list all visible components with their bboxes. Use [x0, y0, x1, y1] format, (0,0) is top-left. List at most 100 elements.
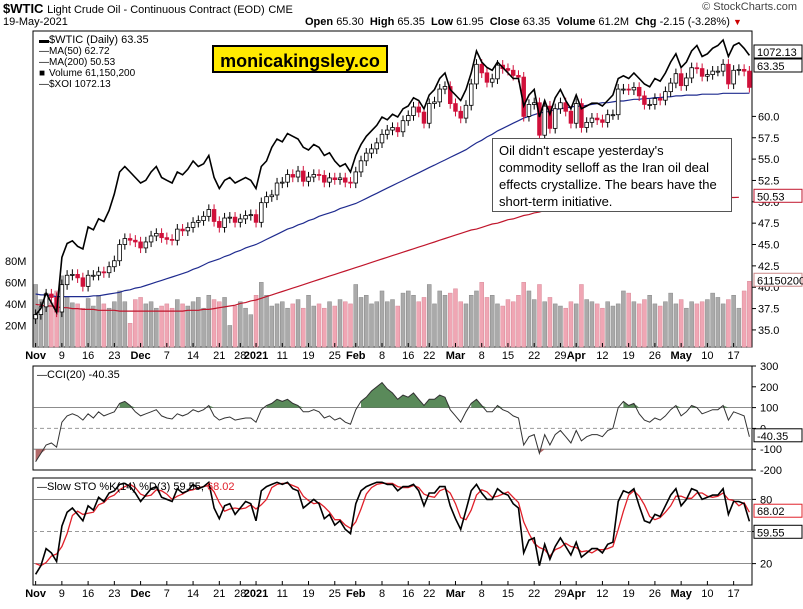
candle-body: [715, 70, 721, 73]
price-x-tick-label: 25: [329, 350, 341, 362]
candle-body: [133, 239, 138, 243]
candle-body: [489, 78, 495, 83]
candle-body: [516, 75, 521, 78]
volume-bar: [259, 282, 264, 348]
volume-bar: [285, 307, 290, 348]
volume-bar: [489, 295, 495, 348]
volume-bar: [484, 297, 490, 348]
volume-bar: [621, 290, 626, 348]
volume-tick-label: 80M: [5, 256, 26, 268]
candle-body: [463, 104, 469, 119]
candle-body: [731, 69, 736, 85]
volume-bar: [206, 295, 212, 348]
candle-body: [568, 110, 574, 124]
sto-title: Slow STO %K(14) %D(3) 59.55, 68.02: [47, 481, 235, 493]
candle-body: [726, 63, 731, 85]
cci-title: CCI(20) -40.35: [47, 369, 120, 381]
volume-bar: [311, 305, 317, 348]
cci-tick-label: 200: [760, 382, 778, 394]
volume-bar: [133, 299, 138, 348]
high-value: 65.35: [397, 16, 425, 28]
candle-body: [427, 103, 432, 124]
volume-bar: [80, 307, 86, 348]
candle-body: [552, 108, 558, 129]
candle-body: [610, 114, 616, 117]
instrument-name: Light Crude Oil - Continuous Contract (E…: [47, 4, 265, 16]
sto-x-tick-label: 16: [82, 588, 94, 600]
candle-body: [206, 209, 212, 217]
volume-bar: [495, 303, 500, 348]
sto-x-tick-label: 22: [423, 588, 435, 600]
candle-body: [253, 214, 259, 223]
cci-last-label-box: [753, 428, 803, 443]
candle-body: [510, 69, 516, 76]
candle-body: [395, 127, 400, 133]
candle-body: [421, 111, 427, 124]
volume-bar: [138, 297, 143, 348]
cci-last-label: -40.35: [757, 431, 788, 443]
candle-body: [159, 233, 164, 239]
sto-x-tick-label: 23: [108, 588, 120, 600]
price-tick-label: 57.5: [758, 133, 779, 145]
volume-bar: [211, 299, 217, 348]
price-x-tick-label: 26: [649, 350, 661, 362]
candle-body: [290, 174, 296, 178]
candle-body: [59, 284, 65, 313]
price-x-tick-label: Nov: [25, 350, 47, 362]
cci-panel-frame: [32, 365, 753, 471]
volume-bar: [705, 299, 710, 348]
candle-body: [154, 233, 159, 237]
volume-bar: [636, 303, 642, 348]
candle-body: [148, 235, 154, 243]
volume-bar: [531, 299, 537, 348]
volume-bar: [547, 297, 553, 348]
price-x-tick-label: 16: [402, 350, 414, 362]
sto-x-tick-label: 8: [379, 588, 385, 600]
volume-bar: [369, 303, 374, 348]
volume-bar: [720, 303, 726, 348]
volume-bar: [678, 299, 684, 348]
candle-body: [720, 63, 726, 72]
candle-body: [238, 218, 243, 223]
volume-bar: [175, 299, 180, 348]
candle-body: [631, 86, 637, 91]
brand-logo[interactable]: © StockCharts.com: [702, 1, 797, 13]
volume-bar: [379, 290, 385, 348]
candle-body: [657, 98, 663, 101]
volume-bar: [38, 299, 44, 348]
volume-bar: [573, 303, 579, 348]
price-x-tick-label: 22: [423, 350, 435, 362]
volume-bar: [243, 307, 248, 348]
candle-body: [64, 274, 70, 286]
sto-x-tick-label: 8: [479, 588, 485, 600]
volume-bar: [699, 301, 705, 348]
ma50-line: [35, 92, 750, 298]
candle-body: [447, 86, 453, 104]
high-label: High: [369, 16, 395, 28]
price-x-tick-label: 15: [502, 350, 514, 362]
volume-bar: [694, 303, 700, 348]
candle-body: [85, 274, 91, 287]
legend-swatch-ma200: —: [39, 57, 49, 68]
volume-bar: [552, 303, 558, 348]
candle-body: [694, 67, 700, 70]
volume-bar: [337, 299, 343, 348]
volume-tick-label: 20M: [5, 320, 26, 332]
volume-bar: [684, 307, 689, 348]
volume-bar: [148, 301, 154, 348]
volume-bar: [474, 290, 479, 348]
candle-body: [180, 228, 185, 232]
volume-bar: [615, 303, 621, 348]
volume-bar: [64, 297, 70, 348]
volume-bar: [127, 323, 133, 348]
volume-bar: [647, 295, 652, 348]
candle-body: [274, 182, 280, 196]
price-x-tick-label: 8: [479, 350, 485, 362]
candle-body: [442, 86, 448, 90]
volume-bar: [558, 305, 563, 348]
candle-body: [416, 106, 421, 113]
candle-body: [33, 314, 38, 320]
volume-bar: [526, 290, 532, 348]
volume-bar: [154, 307, 159, 348]
